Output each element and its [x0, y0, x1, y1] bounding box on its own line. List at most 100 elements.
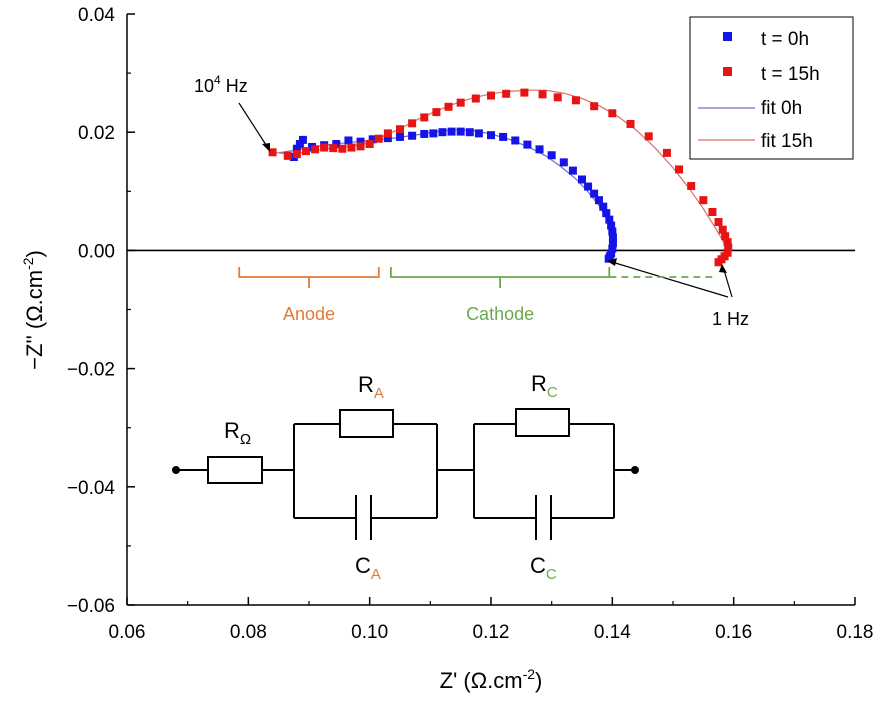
freq-low-label: 1 Hz — [712, 309, 749, 329]
legend: t = 0h t = 15h fit 0h fit 15h — [689, 16, 854, 160]
series-marker — [474, 129, 483, 138]
series-marker — [432, 108, 441, 117]
label-c-a: CA — [355, 553, 381, 583]
resistor-r-ohm — [207, 456, 263, 484]
series-marker — [396, 132, 404, 141]
series-marker — [511, 136, 520, 145]
series-marker — [538, 90, 547, 99]
label-r-ohm-sub: Ω — [240, 431, 251, 448]
series-marker — [599, 202, 608, 211]
series-marker — [487, 131, 495, 140]
series-marker — [332, 140, 341, 149]
series-marker — [605, 215, 614, 224]
legend-label-fit0: fit 0h — [761, 98, 802, 119]
series-marker — [447, 127, 456, 136]
y-tick-label: 0.00 — [78, 241, 115, 262]
y-tick-label: −0.04 — [67, 478, 116, 499]
label-r-c-main: R — [531, 371, 547, 396]
series-marker — [438, 128, 447, 137]
series-marker — [368, 135, 377, 144]
series-marker — [396, 125, 404, 134]
series-marker — [292, 144, 301, 153]
freq-high-arrow — [238, 102, 269, 149]
x-tick-label: 0.16 — [715, 622, 752, 643]
series-marker — [298, 135, 307, 144]
series-marker — [568, 166, 577, 175]
label-r-ohm: RΩ — [224, 418, 251, 448]
x-tick-label: 0.18 — [837, 622, 874, 643]
x-axis-title-main: Z' (Ω.cm — [440, 668, 523, 693]
series-marker — [590, 189, 599, 198]
series-marker — [535, 145, 544, 154]
series-marker — [578, 175, 586, 184]
series-marker — [604, 254, 613, 263]
series-marker — [571, 96, 580, 105]
series-marker — [559, 158, 568, 167]
series-marker — [365, 140, 374, 149]
label-r-a-sub: A — [374, 385, 384, 402]
series-line-fit-15h — [272, 89, 729, 260]
label-r-c: RC — [531, 371, 558, 401]
series-marker — [584, 182, 593, 191]
y-tick-label: −0.06 — [67, 596, 115, 617]
legend-box — [689, 16, 854, 160]
legend-marker-t15 — [723, 67, 732, 76]
y-axis-title-sup: -2 — [20, 257, 36, 270]
series-marker — [301, 147, 310, 156]
series-marker — [283, 151, 292, 160]
series-marker — [607, 221, 616, 230]
series-marker — [471, 94, 480, 103]
resistor-r-a — [339, 409, 394, 438]
series-marker — [608, 244, 617, 253]
freq-low-arrowhead-0h-icon — [607, 258, 617, 266]
label-r-a-main: R — [358, 372, 374, 397]
series-marker — [714, 258, 723, 267]
series-marker — [429, 129, 438, 138]
freq-high-label: 104 Hz — [194, 73, 248, 96]
x-axis-title: Z' (Ω.cm-2) — [440, 666, 543, 693]
label-r-c-sub: C — [547, 384, 558, 401]
series-marker — [356, 137, 365, 146]
series-marker — [502, 89, 511, 98]
series-marker — [408, 131, 417, 140]
freq-high-arrowhead-icon — [262, 143, 270, 152]
freq-high-sup: 4 — [214, 73, 221, 87]
series-marker — [320, 143, 329, 152]
series-marker — [374, 134, 383, 143]
series-marker — [329, 144, 338, 153]
freq-high-rest: Hz — [221, 76, 248, 96]
label-c-a-main: C — [355, 553, 371, 578]
series-marker — [714, 218, 723, 227]
annotations: 104 Hz 1 Hz Anode Cathode — [194, 73, 749, 329]
fit-lines — [272, 89, 729, 260]
y-axis-title-main: −Z'' (Ω.cm — [22, 270, 47, 370]
series-marker — [608, 227, 617, 236]
series-marker — [675, 165, 684, 174]
series-marker — [602, 209, 611, 218]
x-axis-title-sup: -2 — [523, 666, 536, 682]
series-marker — [338, 144, 347, 153]
x-tick-label: 0.10 — [351, 622, 388, 643]
y-axis-title-end: ) — [22, 250, 47, 257]
axes: 0.06 0.08 0.10 0.12 0.14 0.16 0.18 0.040.020.0… — [67, 5, 874, 643]
series-marker — [465, 128, 474, 137]
series-marker — [523, 140, 532, 149]
series-marker — [708, 207, 717, 216]
x-tick-label: 0.12 — [473, 622, 510, 643]
x-tick-label: 0.08 — [230, 622, 267, 643]
label-c-c: CC — [530, 553, 557, 583]
anode-label: Anode — [283, 304, 335, 324]
series-marker — [553, 93, 562, 102]
y-axis-title: −Z'' (Ω.cm-2) — [20, 250, 47, 370]
y-tick-label: 0.02 — [78, 123, 115, 144]
series-marker — [420, 129, 429, 138]
series-marker — [718, 225, 727, 234]
legend-label-t0: t = 0h — [761, 29, 809, 50]
series-marker — [356, 142, 365, 151]
electrode-braces — [238, 266, 611, 288]
series-marker — [594, 196, 603, 205]
label-r-ohm-main: R — [224, 418, 240, 443]
series-marker — [295, 140, 304, 149]
series-marker — [344, 136, 353, 145]
series-marker — [687, 181, 696, 190]
